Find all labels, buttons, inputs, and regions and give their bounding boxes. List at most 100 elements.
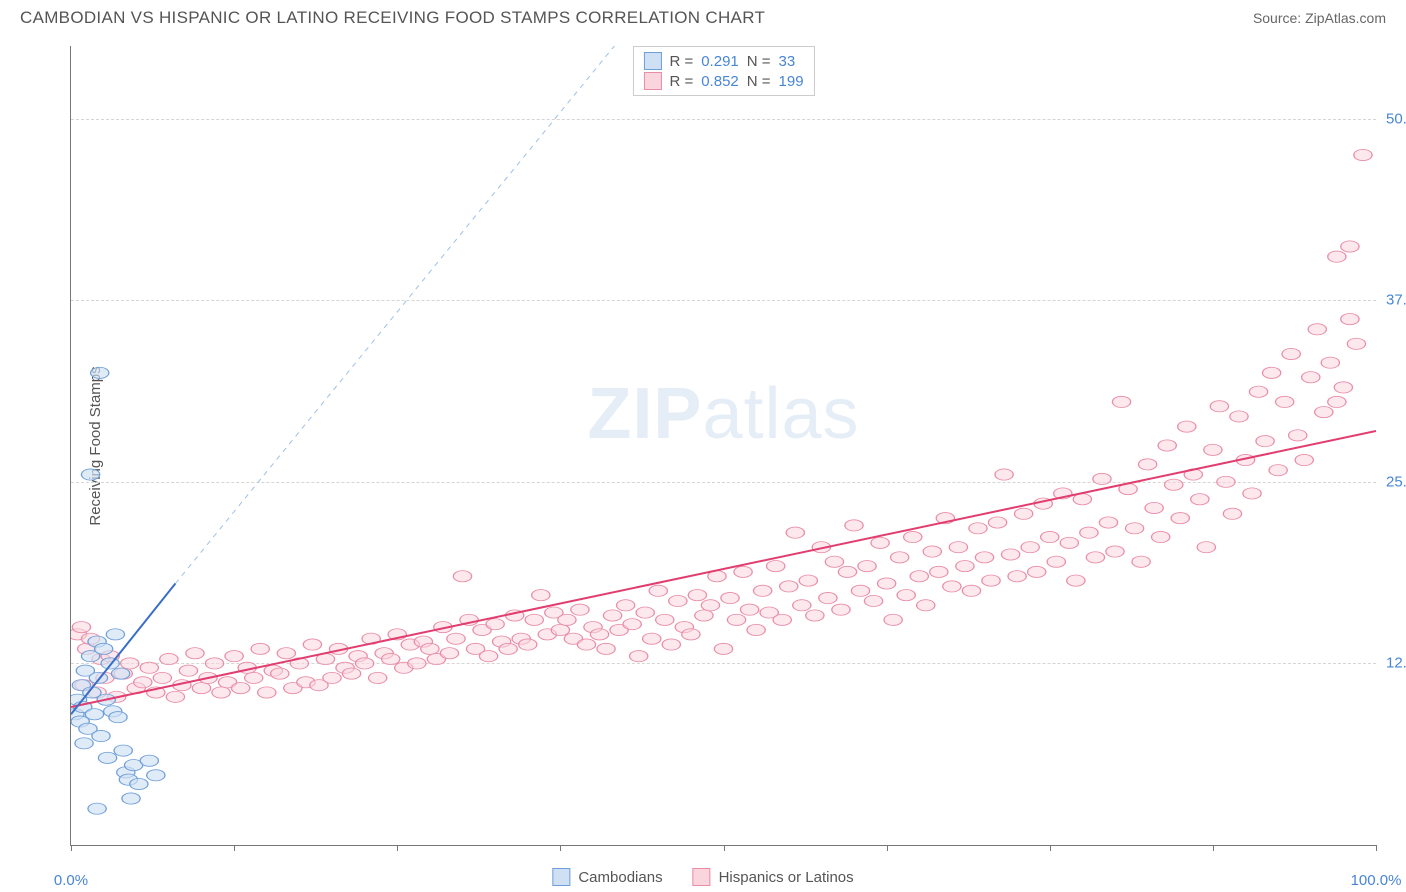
data-point [962, 585, 980, 596]
data-point [1001, 549, 1019, 560]
data-point [1197, 542, 1215, 553]
data-point [1067, 575, 1085, 586]
data-point [499, 643, 517, 654]
data-point [258, 687, 276, 698]
data-point [160, 653, 178, 664]
data-point [421, 643, 439, 654]
data-point [780, 581, 798, 592]
data-point [122, 793, 140, 804]
data-point [799, 575, 817, 586]
data-point [486, 619, 504, 630]
data-point [1171, 513, 1189, 524]
data-point [453, 571, 471, 582]
n-label-1: N = [747, 53, 771, 70]
data-point [577, 639, 595, 650]
data-point [88, 803, 106, 814]
data-point [917, 600, 935, 611]
data-point [92, 730, 110, 741]
data-point [1276, 396, 1294, 407]
data-point [656, 614, 674, 625]
data-point [85, 709, 103, 720]
y-tick-label: 25.0% [1386, 473, 1406, 490]
data-point [382, 653, 400, 664]
data-point [232, 683, 250, 694]
data-point [630, 651, 648, 662]
data-point [597, 643, 615, 654]
data-point [140, 662, 158, 673]
data-point [851, 585, 869, 596]
x-tick [1050, 845, 1051, 851]
data-point [1223, 508, 1241, 519]
legend-row-cambodians: R = 0.291 N = 33 [643, 51, 803, 71]
data-point [845, 520, 863, 531]
data-point [1308, 324, 1326, 335]
data-point [525, 614, 543, 625]
data-point [1086, 552, 1104, 563]
data-point [701, 600, 719, 611]
data-point [838, 566, 856, 577]
data-point [1178, 421, 1196, 432]
plot-area: ZIPatlas R = 0.291 N = 33 R = 0.852 N = … [70, 46, 1376, 846]
data-point [1295, 454, 1313, 465]
data-point [1041, 531, 1059, 542]
data-point [754, 585, 772, 596]
data-point [930, 566, 948, 577]
data-point [943, 581, 961, 592]
source-attribution: Source: ZipAtlas.com [1253, 10, 1386, 26]
data-point [982, 575, 1000, 586]
data-point [956, 560, 974, 571]
chart-title: CAMBODIAN VS HISPANIC OR LATINO RECEIVIN… [20, 8, 765, 28]
data-point [793, 600, 811, 611]
data-point [1282, 348, 1300, 359]
data-point [134, 677, 152, 688]
r-value-1: 0.291 [701, 53, 739, 70]
legend-item-hispanics: Hispanics or Latinos [693, 868, 854, 886]
n-label-2: N = [747, 73, 771, 90]
data-point [590, 629, 608, 640]
series-legend: Cambodians Hispanics or Latinos [552, 868, 853, 886]
swatch-cambodians-bottom [552, 868, 570, 886]
data-point [1099, 517, 1117, 528]
data-point [106, 629, 124, 640]
data-point [1262, 367, 1280, 378]
data-point [1243, 488, 1261, 499]
data-point [858, 560, 876, 571]
data-point [551, 624, 569, 635]
data-point [245, 672, 263, 683]
data-point [1008, 571, 1026, 582]
data-point [727, 614, 745, 625]
data-point [179, 665, 197, 676]
data-point [682, 629, 700, 640]
data-point [995, 469, 1013, 480]
data-point [1341, 314, 1359, 325]
data-point [1315, 406, 1333, 417]
r-value-2: 0.852 [701, 73, 739, 90]
data-point [949, 542, 967, 553]
data-point [1125, 523, 1143, 534]
data-point [721, 592, 739, 603]
x-tick-label-right: 100.0% [1351, 872, 1402, 889]
data-point [864, 595, 882, 606]
data-point [342, 668, 360, 679]
data-point [479, 651, 497, 662]
x-tick-label-left: 0.0% [54, 872, 88, 889]
data-point [303, 639, 321, 650]
data-point [1269, 465, 1287, 476]
data-point [532, 590, 550, 601]
data-point [1028, 566, 1046, 577]
data-point [975, 552, 993, 563]
plot-svg [71, 46, 1376, 845]
data-point [323, 672, 341, 683]
data-point [81, 469, 99, 480]
data-point [740, 604, 758, 615]
data-point [871, 537, 889, 548]
data-point [130, 778, 148, 789]
data-point [1204, 444, 1222, 455]
data-point [147, 770, 165, 781]
data-point [884, 614, 902, 625]
data-point [212, 687, 230, 698]
data-point [1191, 494, 1209, 505]
data-point [1256, 436, 1274, 447]
trend-line [175, 46, 697, 584]
data-point [571, 604, 589, 615]
